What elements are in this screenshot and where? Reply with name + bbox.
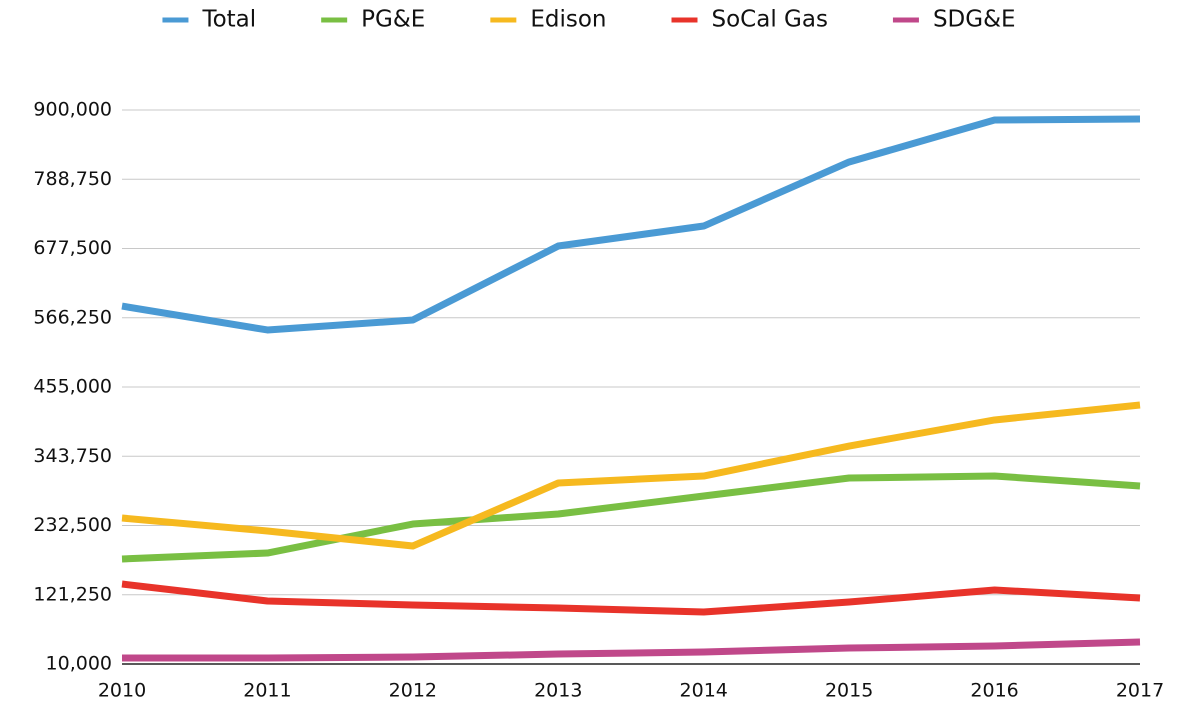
- series-line: [122, 638, 1141, 662]
- x-tick-label: 2012: [389, 680, 437, 702]
- legend-label: Total: [201, 7, 256, 33]
- legend-item: PG&E: [321, 7, 425, 33]
- y-tick-label: 121,250: [33, 583, 112, 605]
- series-line: [121, 580, 1141, 616]
- legend-label: SDG&E: [933, 7, 1016, 33]
- legend-item: Total: [162, 7, 256, 33]
- y-tick-label: 10,000: [46, 653, 112, 675]
- y-tick-label: 566,250: [33, 306, 112, 328]
- x-tick-label: 2016: [970, 680, 1018, 702]
- y-tick-label: 788,750: [33, 168, 112, 190]
- legend-item: Edison: [490, 7, 607, 33]
- x-tick-label: 2010: [98, 680, 146, 702]
- legend-label: SoCal Gas: [712, 7, 828, 33]
- legend-item: SoCal Gas: [671, 7, 828, 33]
- series-line: [121, 401, 1141, 550]
- x-tick-label: 2013: [534, 680, 582, 702]
- y-tick-label: 232,500: [33, 514, 112, 536]
- x-tick-label: 2015: [825, 680, 873, 702]
- y-tick-label: 900,000: [33, 99, 112, 121]
- y-tick-label: 343,750: [33, 445, 112, 467]
- legend: Total PG&E Edison SoCal Gas SDG&E: [162, 7, 1016, 33]
- y-tick-label: 455,000: [33, 376, 112, 398]
- series-line: [121, 115, 1141, 334]
- legend-label: Edison: [530, 7, 606, 33]
- x-tick-label: 2011: [243, 680, 291, 702]
- x-tick-label: 2014: [680, 680, 728, 702]
- legend-item: SDG&E: [892, 7, 1016, 33]
- legend-label: PG&E: [361, 7, 425, 33]
- y-tick-label: 677,500: [33, 237, 112, 259]
- x-tick-label: 2017: [1116, 680, 1164, 702]
- series-line: [121, 472, 1141, 563]
